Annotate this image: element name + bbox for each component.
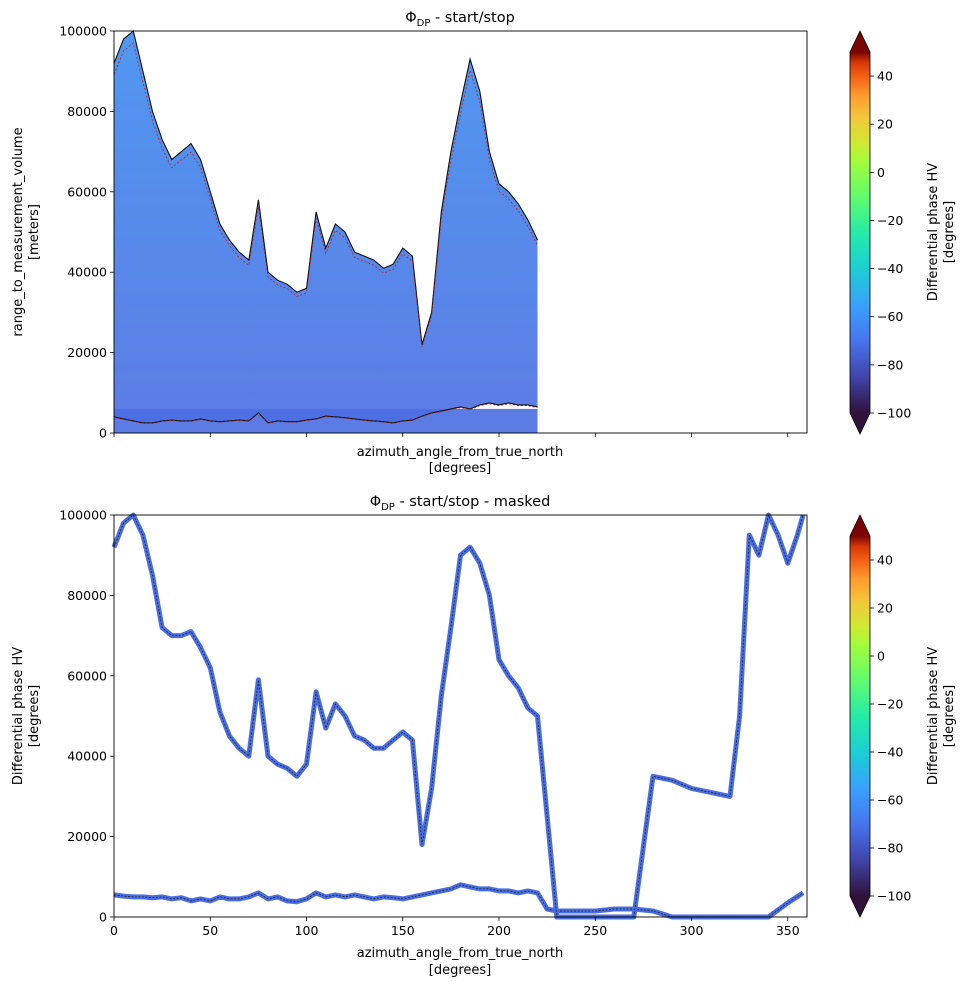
panel1-y-label: range_to_measurement_volume (11, 127, 26, 336)
panel2-colorbar-extend-bottom (850, 896, 870, 917)
colorbar-tick-label: 20 (877, 601, 893, 616)
colorbar-tick-label: 0 (877, 165, 885, 180)
panel1-axes-frame (113, 30, 808, 434)
x-tick-label: 150 (391, 923, 415, 938)
series-line-stop-dotted (113, 42, 538, 348)
panel1-colorbar-unit: [degrees] (942, 201, 957, 263)
panel2-axes-frame (113, 514, 808, 918)
panel1-colorbar-extend-top (850, 31, 870, 52)
series-line-start-dotted (113, 403, 538, 424)
panel1-colorbar-gradient (850, 52, 870, 413)
x-tick-label: 350 (776, 923, 800, 938)
panel1-data-field (114, 31, 538, 433)
panel1-colorbar-extend-bottom (850, 413, 870, 434)
panel1-x-label: azimuth_angle_from_true_north (357, 445, 564, 460)
panel2-colorbar-extend-top (850, 515, 870, 536)
colorbar-tick-label: −60 (877, 793, 903, 808)
y-tick-label: 40000 (67, 265, 107, 280)
colorbar-tick-label: −40 (877, 261, 903, 276)
x-tick-label: 200 (487, 923, 511, 938)
series-line-stop (113, 513, 804, 918)
x-tick-label: 0 (110, 923, 118, 938)
panel2-x-ticks: 0 50 100 150 200 250 300 350 (110, 917, 800, 938)
x-tick-label: 250 (583, 923, 607, 938)
y-tick-label: 80000 (67, 104, 107, 119)
panel1-colorbar: −100 −80 −60 −40 −20 0 20 40 Differential phase… (849, 30, 957, 435)
panel1-colorbar-label: Differential phase HV (926, 163, 941, 301)
panel1-title: ΦDP - start/stop (405, 10, 515, 29)
panel2-colorbar-gradient (850, 536, 870, 896)
panel2-colorbar-ticks: −100 −80 −60 −40 −20 0 20 40 (870, 553, 911, 904)
y-tick-label: 20000 (67, 345, 107, 360)
panel1-y-unit: [meters] (27, 204, 42, 260)
colorbar-tick-label: −100 (877, 406, 911, 421)
series-band-stop (111, 512, 806, 920)
panel1-x-ticks (113, 433, 789, 437)
x-tick-label: 50 (202, 923, 218, 938)
panel2-colorbar-unit: [degrees] (942, 685, 957, 747)
colorbar-tick-label: −40 (877, 745, 903, 760)
colorbar-tick-label: −100 (877, 889, 911, 904)
y-tick-label: 0 (99, 426, 107, 441)
panel1-colorbar-ticks: −100 −80 −60 −40 −20 0 20 40 (870, 69, 911, 421)
panel1-start-stop-lines (113, 30, 538, 424)
x-tick-label: 100 (295, 923, 319, 938)
colorbar-tick-label: 0 (877, 649, 885, 664)
colorbar-tick-label: 20 (877, 117, 893, 132)
panel2-y-ticks: 0 20000 40000 60000 80000 100000 (59, 508, 114, 925)
panel1-y-ticks: 0 20000 40000 60000 80000 100000 (59, 24, 114, 441)
colorbar-tick-label: 40 (877, 553, 893, 568)
y-tick-label: 40000 (67, 749, 107, 764)
panel1-x-unit: [degrees] (429, 461, 491, 476)
panel2-x-label: azimuth_angle_from_true_north (357, 946, 564, 961)
y-tick-label: 60000 (67, 184, 107, 199)
panel-start-stop: ΦDP - start/stop 0 20000 40000 60000 80000 10… (11, 10, 957, 476)
y-tick-label: 80000 (67, 588, 107, 603)
data-field-area (114, 31, 538, 423)
colorbar-tick-label: −20 (877, 697, 903, 712)
y-tick-label: 20000 (67, 829, 107, 844)
series-line-start (113, 402, 538, 424)
x-tick-label: 300 (680, 923, 704, 938)
panel2-y-label: Differential phase HV (11, 647, 26, 785)
series-line-start (113, 884, 804, 918)
panel-start-stop-masked: ΦDP - start/stop - masked 0 50 100 150 200 25… (11, 494, 957, 978)
colorbar-tick-label: −60 (877, 309, 903, 324)
y-tick-label: 0 (99, 910, 107, 925)
colorbar-tick-label: −80 (877, 357, 903, 372)
y-tick-label: 100000 (59, 24, 107, 39)
panel2-colorbar-label: Differential phase HV (926, 647, 941, 785)
panel2-x-unit: [degrees] (429, 963, 491, 978)
colorbar-tick-label: 40 (877, 69, 893, 84)
y-tick-label: 60000 (67, 668, 107, 683)
series-line-stop (113, 30, 538, 345)
colorbar-tick-label: −80 (877, 841, 903, 856)
panel2-y-unit: [degrees] (27, 685, 42, 747)
panel2-start-stop-lines (111, 512, 806, 920)
panel2-colorbar: −100 −80 −60 −40 −20 0 20 40 Differential phase… (849, 514, 957, 918)
series-band-start (113, 882, 805, 920)
y-tick-label: 100000 (59, 508, 107, 523)
panel2-title: ΦDP - start/stop - masked (370, 494, 551, 513)
colorbar-tick-label: −20 (877, 213, 903, 228)
